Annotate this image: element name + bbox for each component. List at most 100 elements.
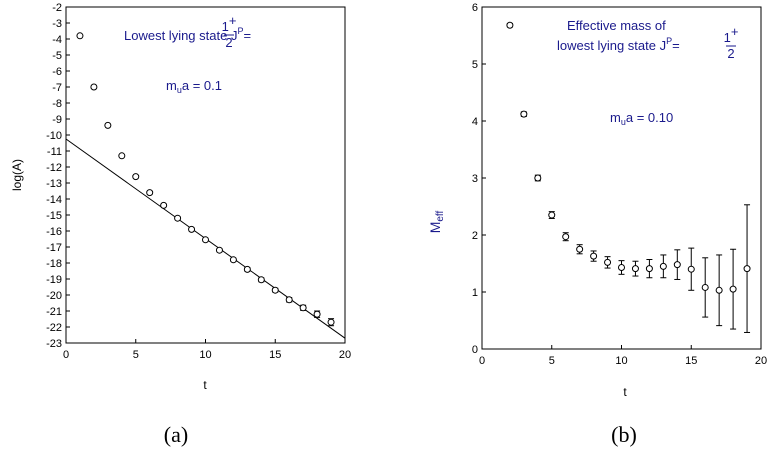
panel-a-x-tick-label: 5 [133,349,139,361]
panel-a-marker [188,225,196,233]
panel-a-y-tick-label: -7 [52,82,62,94]
panel-a-y-tick-label: -4 [52,34,62,46]
panel-a-y-tick-label: -15 [46,210,62,222]
panel-a-data-point [160,201,168,209]
panel-b-marker [687,265,695,273]
panel-a-data-point [257,276,265,284]
panel-a-title-sup: P [237,26,243,36]
panel-a-y-tick-label: -14 [46,194,62,206]
panel-a-marker [257,276,265,284]
panel-b-title-text: lowest lying state J [557,38,666,53]
panel-b-title-num-sup: + [731,24,739,39]
panel-a-marker [299,304,307,312]
panel-a-marker [174,214,182,222]
panel-b-x-axis-label: t [623,385,627,399]
panel-a-data-point [90,83,98,91]
panel-a-data-point [229,256,237,264]
panel-b-marker [548,211,556,219]
panel-b-marker [645,265,653,273]
panel-b-marker [590,252,598,260]
panel-a-y-tick-label: -2 [52,2,62,14]
panel-a-data-point [76,32,84,40]
svg-text:lowest lying state JP=: lowest lying state JP= [557,36,680,53]
panel-b-data-point [659,254,667,279]
panel-b-param-m: m [610,110,621,125]
panel-b-x-tick-label: 20 [755,355,767,367]
panel-b-title-sup: P [666,36,672,46]
panel-a-x-axis-label: t [203,378,207,392]
panel-a-param-m: m [166,78,177,93]
panel-b-y-tick-label: 1 [472,287,478,299]
panel-b-marker [562,233,570,241]
panel-a-y-tick-label: -8 [52,98,62,110]
panel-b-data-point [701,257,709,318]
panel-a-param-annotation: mua = 0.1 [166,78,222,95]
panel-a-data-point [188,225,196,233]
panel-b-caption: (b) [611,422,637,447]
panel-a-y-tick-label: -21 [46,306,62,318]
panel-a-data-point [146,189,154,197]
panel-b-marker [631,265,639,273]
panel-b-param-rest: a = 0.10 [626,110,673,125]
panel-a-x-tick-label: 10 [199,349,211,361]
panel-a-y-tick-label: -19 [46,274,62,286]
panel-b-y-tick-label: 6 [472,2,478,14]
panel-b-param-annotation: mua = 0.10 [610,110,673,127]
panel-b-y-tick-label: 3 [472,173,478,185]
panel-a-data-point [271,286,279,294]
panel-b-y-axis-label-main: M [427,222,443,234]
panel-a-marker [160,201,168,209]
panel-a-y-tick-label: -6 [52,66,62,78]
panel-a-marker [271,286,279,294]
panel-b-title-line1: Effective mass of [567,18,666,33]
panel-b-data-point [604,256,612,269]
panel-a-y-tick-label: -10 [46,130,62,142]
panel-a-y-tick-label: -11 [47,146,62,158]
panel-b-param-sub: u [621,117,626,127]
panel-a-y-tick-label: -20 [46,290,62,302]
panel-b-x-tick-label: 5 [549,355,555,367]
panel-b-data-point [520,110,528,118]
panel-a-data-point [285,296,293,304]
panel-a-title-num-sup: + [229,13,237,28]
panel-a-title-eq: = [243,28,251,43]
panel-a-data-point [132,173,140,181]
panel-b-data-point [548,211,556,219]
panel-b-y-tick-label: 4 [472,116,478,128]
panel-a-marker [90,83,98,91]
panel-a-title-den: 2 [225,35,232,50]
panel-a-y-axis-label: log(A) [10,159,24,191]
panel-b-marker [743,265,751,273]
panel-a-y-tick-label: -23 [46,338,62,350]
panel-a-data-point [327,318,335,327]
svg-text:1+: 1+ [724,24,739,45]
panel-a-data-point [215,246,223,254]
panel-b-title-eq: = [672,38,680,53]
panel-a-marker [327,318,335,326]
panel-b-points [506,21,751,333]
panel-a-data-point [313,310,321,318]
panel-a-data-point [299,304,307,312]
panel-b-data-point [743,204,751,333]
panel-b-x-ticks: 0 5 10 15 20 [479,345,767,367]
panel-a-points [76,32,335,327]
panel-b-data-point [506,21,514,29]
panel-b-data-point [673,249,681,280]
panel-a-marker [229,256,237,264]
panel-b-y-axis-label-sub: eff [435,210,446,221]
panel-b-y-tick-label: 5 [472,59,478,71]
panel-b-marker [618,263,625,271]
svg-text:Lowest lying state JP=: Lowest lying state JP= [124,26,251,43]
panel-a-marker [313,310,321,318]
svg-text:1+: 1+ [222,13,237,34]
panel-a-x-tick-label: 0 [63,349,69,361]
panel-a-marker [285,296,293,304]
panel-a-y-tick-label: -9 [52,114,62,126]
panel-a-marker [202,236,209,244]
panel-a-data-point [174,214,182,222]
panel-b-marker [659,262,667,270]
panel-a-y-tick-label: -22 [46,322,62,334]
panel-b-data-point [729,248,737,330]
panel-b-data-point [534,174,542,182]
